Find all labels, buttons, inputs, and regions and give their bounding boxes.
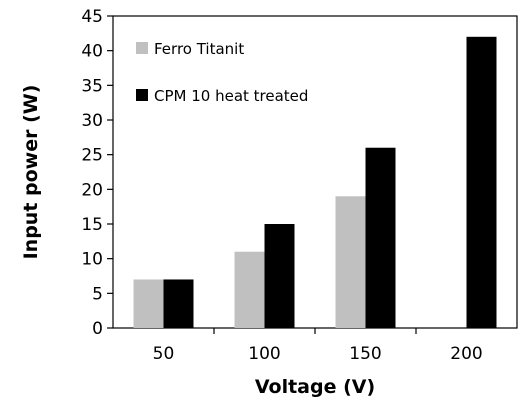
y-axis-ticks: 0 5 10 15 20 25 30 35 40 45: [81, 7, 113, 339]
bar-cpm-10-heat-treated-100: [264, 224, 295, 328]
y-tick-label: 25: [81, 146, 103, 166]
y-tick-label: 40: [81, 42, 103, 62]
y-tick-label: 20: [81, 180, 103, 200]
legend-swatch-ferro-titanit: [136, 42, 148, 54]
y-tick-label: 10: [81, 250, 103, 270]
bar-cpm-10-heat-treated-50: [163, 279, 194, 328]
x-axis-ticks: 50 100 150 200: [153, 328, 483, 364]
x-tick-label: 100: [248, 344, 280, 364]
bar-cpm-10-heat-treated-150: [365, 147, 396, 328]
x-tick-label: 200: [450, 344, 482, 364]
bar-ferro-titanit-50: [133, 279, 164, 328]
y-axis-title: Input power (W): [20, 85, 42, 260]
legend-label-ferro-titanit: Ferro Titanit: [154, 40, 244, 58]
x-tick-label: 150: [349, 344, 381, 364]
y-tick-label: 35: [81, 76, 103, 96]
bar-ferro-titanit-150: [335, 196, 366, 328]
y-tick-label: 5: [92, 284, 103, 304]
legend: Ferro Titanit CPM 10 heat treated: [136, 40, 308, 105]
bar-ferro-titanit-100: [234, 251, 265, 328]
y-tick-label: 0: [92, 319, 103, 339]
x-tick-label: 50: [153, 344, 175, 364]
bar-cpm-10-heat-treated-200: [466, 36, 497, 329]
bars: [133, 36, 497, 329]
legend-swatch-cpm-10: [136, 89, 148, 101]
y-tick-label: 45: [81, 7, 103, 27]
x-axis-title: Voltage (V): [255, 376, 375, 398]
legend-label-cpm-10: CPM 10 heat treated: [154, 87, 308, 105]
y-tick-label: 15: [81, 215, 103, 235]
y-tick-label: 30: [81, 111, 103, 131]
